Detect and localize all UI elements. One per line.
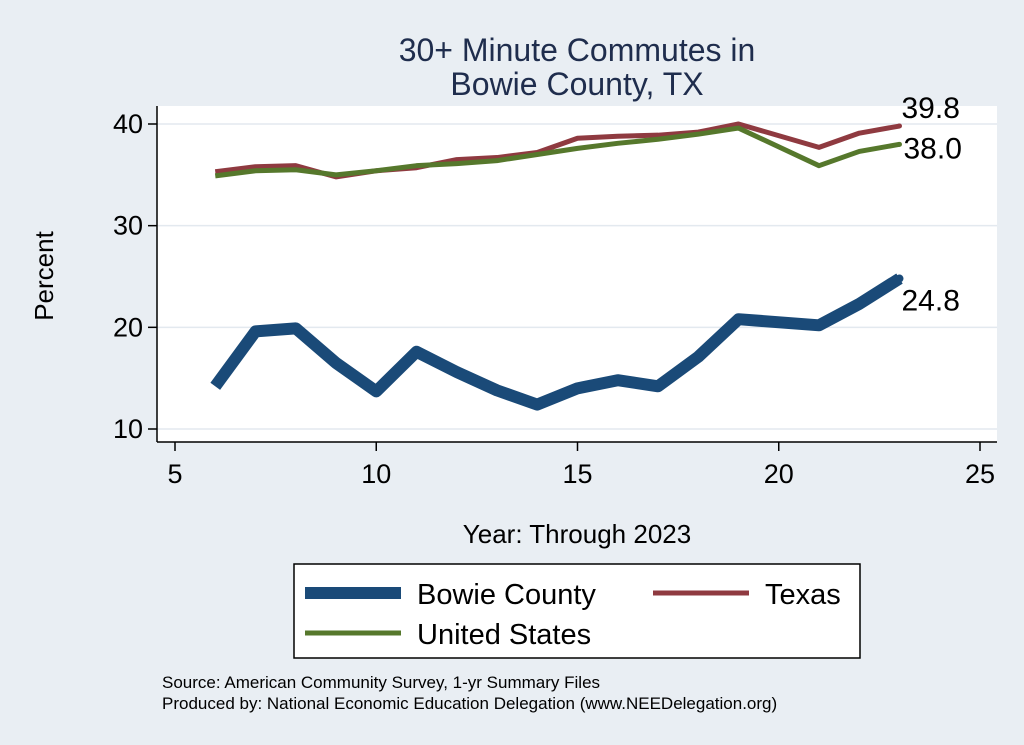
- series-lines: [210, 121, 903, 411]
- x-tick-label-25: 25: [965, 459, 995, 489]
- y-tick-label-40: 40: [113, 109, 143, 139]
- end-labels: 24.8 39.8 38.0: [895, 92, 962, 318]
- end-point-texas: [897, 123, 902, 129]
- source-note: Source: American Community Survey, 1-yr …: [162, 673, 600, 692]
- series-line-united-states: [214, 125, 900, 179]
- end-label-texas: 39.8: [902, 92, 960, 125]
- axes: 10 20 30 40 5 10 15 20 25: [113, 106, 997, 489]
- end-point-bowie-county: [895, 274, 904, 283]
- chart-title-line-2: Bowie County, TX: [450, 66, 703, 102]
- x-axis-label: Year: Through 2023: [463, 519, 691, 549]
- legend-label-united-states: United States: [417, 619, 591, 651]
- legend-box: [293, 563, 861, 659]
- legend: Bowie County Texas United States: [293, 563, 861, 659]
- legend-label-texas: Texas: [765, 579, 841, 611]
- end-label-united-states: 38.0: [904, 132, 962, 165]
- y-tick-label-30: 30: [113, 211, 143, 241]
- x-tick-label-10: 10: [361, 459, 391, 489]
- end-point-united-states: [897, 141, 902, 147]
- y-tick-label-10: 10: [113, 414, 143, 444]
- producer-note: Produced by: National Economic Education…: [162, 694, 777, 713]
- chart-title-line-1: 30+ Minute Commutes in: [399, 32, 756, 68]
- end-label-bowie-county: 24.8: [902, 285, 960, 318]
- y-axis-label: Percent: [29, 230, 59, 320]
- x-tick-label-15: 15: [562, 459, 592, 489]
- legend-label-bowie-county: Bowie County: [417, 579, 596, 611]
- series-line-bowie-county: [210, 273, 903, 411]
- y-tick-label-20: 20: [113, 312, 143, 342]
- x-tick-label-20: 20: [764, 459, 794, 489]
- x-tick-label-5: 5: [167, 459, 182, 489]
